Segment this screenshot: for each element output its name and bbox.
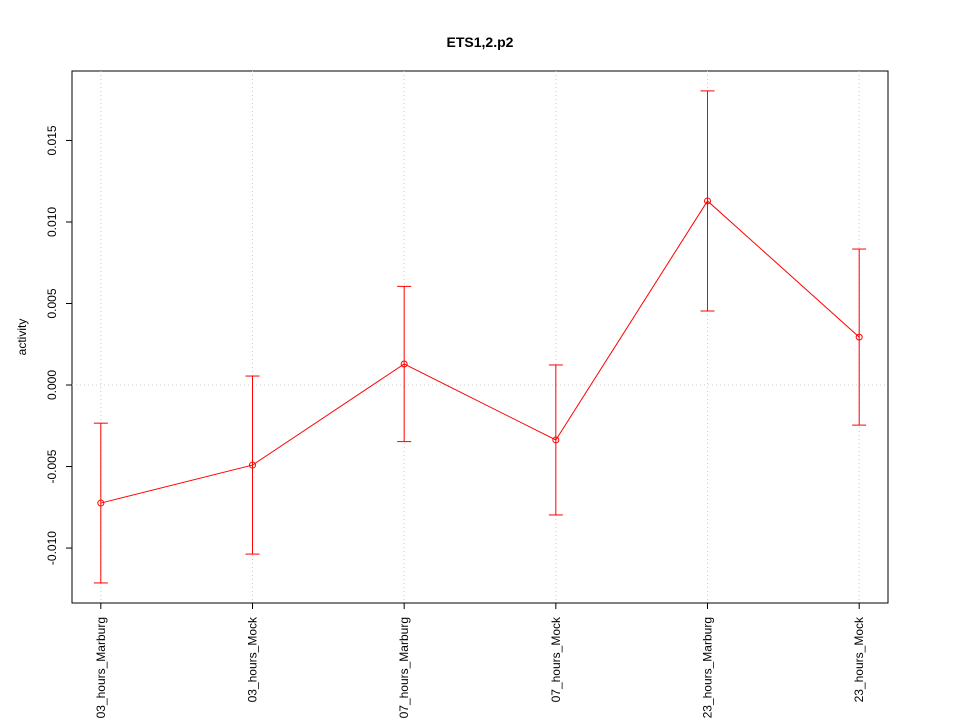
x-tick-label: 03_hours_Mock bbox=[245, 616, 259, 702]
y-tick-label: 0.000 bbox=[45, 370, 59, 400]
x-tick-label: 07_hours_Mock bbox=[549, 616, 563, 702]
y-tick-label: -0.005 bbox=[45, 449, 59, 483]
chart-title: ETS1,2.p2 bbox=[447, 34, 514, 50]
y-axis-label: activity bbox=[15, 319, 29, 356]
x-tick-label: 07_hours_Marburg bbox=[397, 617, 411, 718]
series-line bbox=[100, 200, 860, 504]
y-tick-label: 0.005 bbox=[45, 288, 59, 318]
plot-frame bbox=[71, 70, 889, 604]
point bbox=[248, 461, 256, 469]
x-tick-label: 23_hours_Marburg bbox=[701, 617, 715, 718]
point bbox=[855, 333, 863, 341]
y-tick-label: 0.015 bbox=[45, 125, 59, 155]
x-tick-label: 23_hours_Mock bbox=[852, 616, 866, 702]
point bbox=[97, 499, 105, 507]
y-tick-label: 0.010 bbox=[45, 207, 59, 237]
y-tick-label: -0.010 bbox=[45, 531, 59, 565]
point bbox=[400, 360, 408, 368]
point bbox=[704, 197, 712, 205]
x-tick-label: 03_hours_Marburg bbox=[94, 617, 108, 718]
point bbox=[552, 436, 560, 444]
